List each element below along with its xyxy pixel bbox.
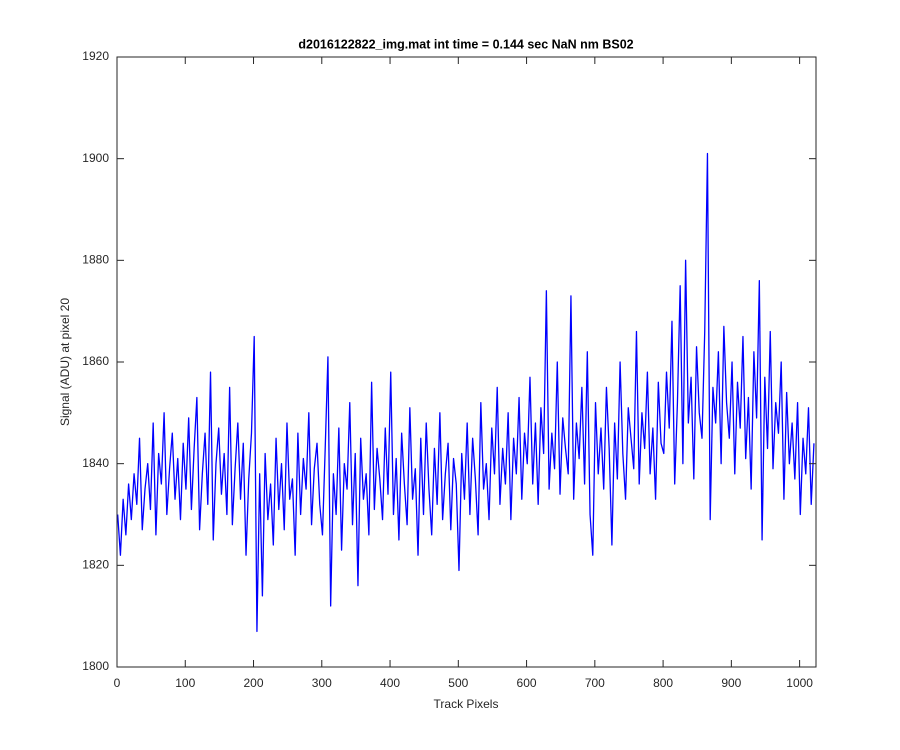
chart-title: d2016122822_img.mat int time = 0.144 sec…: [298, 37, 633, 51]
x-tick-label: 100: [175, 676, 195, 690]
y-tick-label: 1900: [82, 151, 109, 165]
x-tick-label: 300: [312, 676, 332, 690]
x-tick-label: 800: [653, 676, 673, 690]
x-tick-label: 400: [380, 676, 400, 690]
y-tick-label: 1920: [82, 49, 109, 63]
y-tick-label: 1860: [82, 354, 109, 368]
plot-area: [117, 57, 816, 667]
y-tick-label: 1880: [82, 253, 109, 267]
y-tick-label: 1800: [82, 659, 109, 673]
x-tick-label: 500: [448, 676, 468, 690]
x-tick-label: 1000: [786, 676, 813, 690]
x-tick-label: 700: [585, 676, 605, 690]
y-tick-label: 1820: [82, 558, 109, 572]
data-line: [117, 152, 815, 633]
x-tick-label: 200: [244, 676, 264, 690]
x-tick-label: 600: [517, 676, 537, 690]
x-tick-label: 0: [114, 676, 121, 690]
y-axis-label: Signal (ADU) at pixel 20: [58, 298, 72, 426]
x-tick-label: 900: [721, 676, 741, 690]
y-tick-label: 1840: [82, 456, 109, 470]
x-axis-label: Track Pixels: [434, 697, 499, 711]
